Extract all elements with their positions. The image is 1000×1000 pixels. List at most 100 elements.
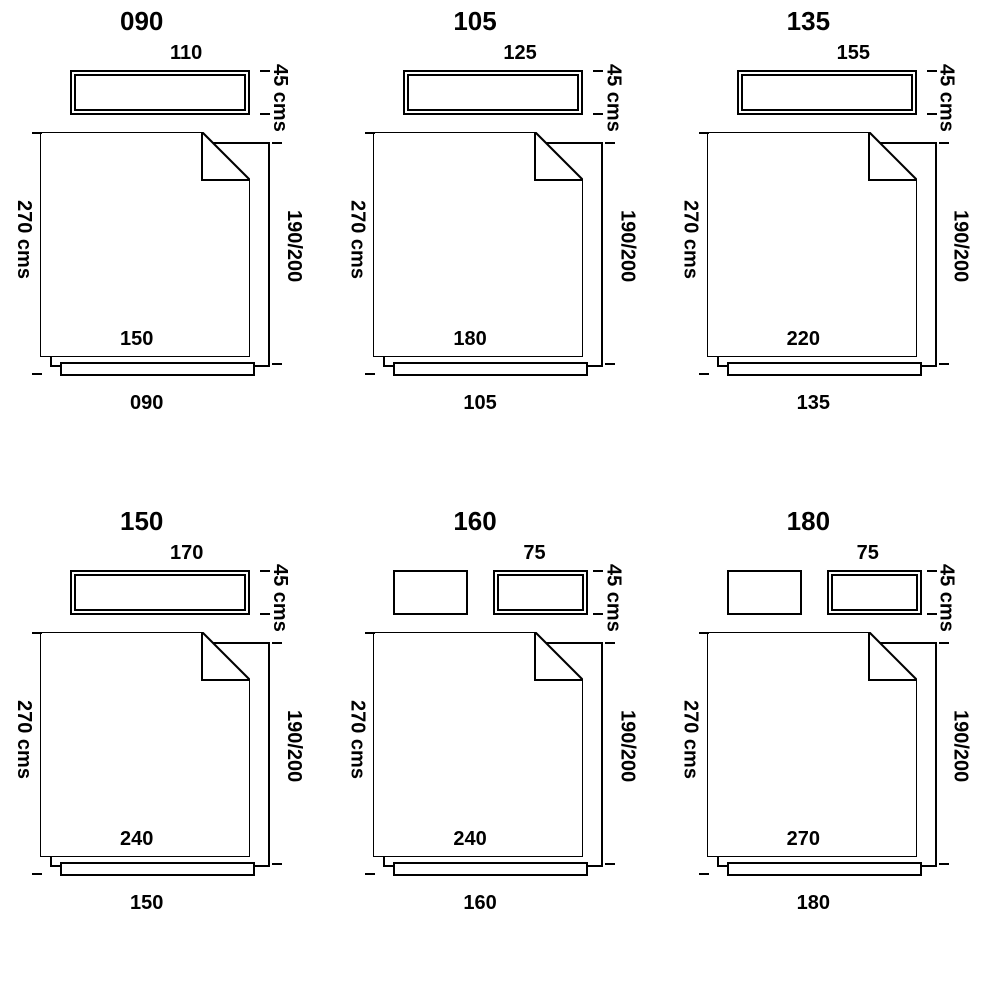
bed-width-label: 160 [463, 892, 496, 915]
cell-title: 090 [120, 6, 163, 37]
pillow-width-label: 125 [503, 42, 536, 65]
dim-tick [699, 632, 709, 634]
pillow-width-label: 170 [170, 542, 203, 565]
size-cell-135: 135 155 45 cms 220 270 cms 190/200 135 [667, 0, 1000, 500]
dim-tick [605, 142, 615, 144]
dim-tick [365, 132, 375, 134]
cell-title: 180 [787, 506, 830, 537]
dim-tick [593, 613, 603, 615]
pillow-height-label: 45 cms [268, 64, 291, 132]
sheet-height-right-label: 190/200 [282, 710, 305, 782]
pillow-width-label: 75 [857, 542, 879, 565]
dim-tick [32, 873, 42, 875]
sheet-height-left-label: 270 cms [12, 700, 35, 779]
dim-tick [593, 570, 603, 572]
dim-tick [939, 863, 949, 865]
dim-tick [272, 142, 282, 144]
size-cell-180: 180 75 45 cms 270 270 cms 190/200 180 [667, 500, 1000, 1000]
bed-width-label: 105 [463, 392, 496, 415]
sheet-height-right-label: 190/200 [615, 210, 638, 282]
dim-tick [927, 113, 937, 115]
dim-tick [32, 632, 42, 634]
bed-width-label: 150 [130, 892, 163, 915]
dim-tick [593, 70, 603, 72]
duvet-sheet [40, 632, 250, 857]
dim-tick [260, 570, 270, 572]
sheet-height-right-label: 190/200 [949, 710, 972, 782]
dim-tick [927, 70, 937, 72]
pillow-right-inner [497, 574, 584, 611]
duvet-width-label: 150 [120, 328, 153, 351]
sheet-height-right-label: 190/200 [282, 210, 305, 282]
cell-title: 105 [453, 6, 496, 37]
pillow-inner [741, 74, 913, 111]
pillow-height-label: 45 cms [268, 564, 291, 632]
pillow-height-label: 45 cms [935, 564, 958, 632]
dim-tick [272, 863, 282, 865]
duvet-sheet [373, 132, 583, 357]
pillow-left [727, 570, 802, 615]
duvet-width-label: 180 [453, 328, 486, 351]
pillow-inner [74, 574, 246, 611]
dim-tick [927, 570, 937, 572]
pillow-width-label: 75 [523, 542, 545, 565]
bed-under-strip [60, 862, 255, 876]
pillow-right-inner [831, 574, 918, 611]
dim-tick [32, 373, 42, 375]
dim-tick [365, 873, 375, 875]
pillow-height-label: 45 cms [601, 564, 624, 632]
duvet-width-label: 270 [787, 828, 820, 851]
dim-tick [939, 642, 949, 644]
dim-tick [272, 363, 282, 365]
sheet-height-left-label: 270 cms [679, 700, 702, 779]
dim-tick [927, 613, 937, 615]
bed-width-label: 135 [797, 392, 830, 415]
sheet-height-left-label: 270 cms [345, 700, 368, 779]
dim-tick [260, 113, 270, 115]
cell-title: 150 [120, 506, 163, 537]
sheet-height-left-label: 270 cms [345, 200, 368, 279]
cell-title: 160 [453, 506, 496, 537]
dim-tick [365, 373, 375, 375]
bed-under-strip [727, 862, 922, 876]
pillow-inner [407, 74, 579, 111]
pillow-inner [74, 74, 246, 111]
size-cell-105: 105 125 45 cms 180 270 cms 190/200 105 [333, 0, 666, 500]
sheet-height-left-label: 270 cms [679, 200, 702, 279]
duvet-sheet [40, 132, 250, 357]
dim-tick [939, 363, 949, 365]
dim-tick [32, 132, 42, 134]
duvet-sheet [707, 132, 917, 357]
dim-tick [593, 113, 603, 115]
sheet-height-right-label: 190/200 [949, 210, 972, 282]
pillow-left [393, 570, 468, 615]
pillow-height-label: 45 cms [601, 64, 624, 132]
dim-tick [939, 142, 949, 144]
bed-under-strip [60, 362, 255, 376]
dim-tick [605, 363, 615, 365]
pillow-width-label: 155 [837, 42, 870, 65]
bed-under-strip [393, 362, 588, 376]
bed-width-label: 180 [797, 892, 830, 915]
duvet-width-label: 240 [120, 828, 153, 851]
dim-tick [605, 863, 615, 865]
dim-tick [699, 873, 709, 875]
bed-width-label: 090 [130, 392, 163, 415]
cell-title: 135 [787, 6, 830, 37]
sheet-height-left-label: 270 cms [12, 200, 35, 279]
dim-tick [272, 642, 282, 644]
sheet-height-right-label: 190/200 [615, 710, 638, 782]
dim-tick [699, 373, 709, 375]
size-cell-090: 09011045 cms150270 cms190/200090 [0, 0, 333, 500]
size-cell-150: 150 170 45 cms 240 270 cms 190/200 150 [0, 500, 333, 1000]
dim-tick [605, 642, 615, 644]
duvet-width-label: 220 [787, 328, 820, 351]
pillow-height-label: 45 cms [935, 64, 958, 132]
bed-under-strip [393, 862, 588, 876]
dim-tick [260, 70, 270, 72]
bed-under-strip [727, 362, 922, 376]
size-cell-160: 160 75 45 cms 240 270 cms 190/200 160 [333, 500, 666, 1000]
dim-tick [365, 632, 375, 634]
dim-tick [699, 132, 709, 134]
duvet-width-label: 240 [453, 828, 486, 851]
